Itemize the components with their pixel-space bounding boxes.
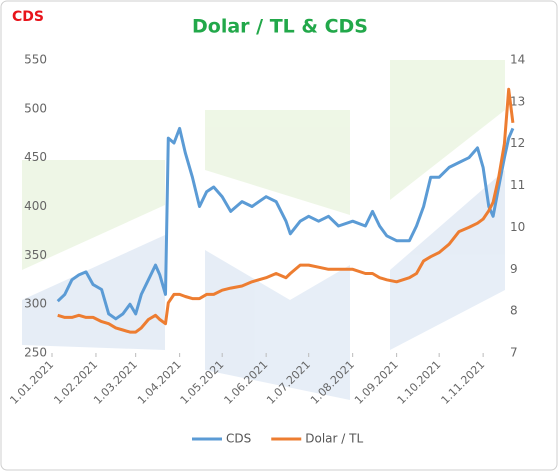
y2-tick-label: 11 [510, 178, 525, 192]
chart-title: Dolar / TL & CDS [192, 16, 368, 38]
y-tick-label: 500 [24, 101, 47, 115]
y2-tick-label: 7 [510, 346, 518, 360]
y2-tick-label: 13 [510, 94, 525, 108]
legend-label: CDS [226, 432, 251, 446]
y-tick-label: 550 [24, 53, 47, 67]
y-tick-label: 450 [24, 150, 47, 164]
y-tick-label: 300 [24, 297, 47, 311]
y-tick-label: 350 [24, 248, 47, 262]
y2-tick-label: 14 [510, 53, 525, 67]
y-tick-label: 400 [24, 199, 47, 213]
y-axis-label: CDS [12, 9, 44, 25]
legend-label: Dolar / TL [305, 432, 363, 446]
series-line [56, 126, 515, 321]
y-tick-label: 250 [24, 346, 47, 360]
y2-tick-label: 12 [510, 136, 525, 150]
y2-tick-label: 9 [510, 262, 518, 276]
y2-tick-label: 10 [510, 220, 525, 234]
series-line [57, 87, 515, 334]
y2-tick-label: 8 [510, 304, 518, 318]
